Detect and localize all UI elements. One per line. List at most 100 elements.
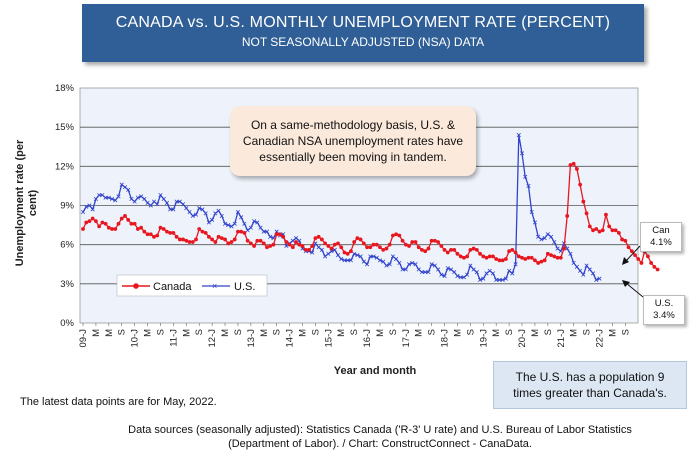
data-point [177, 237, 182, 242]
data-point [407, 244, 411, 248]
data-point [261, 241, 266, 246]
data-point [378, 245, 382, 250]
data-point [258, 238, 263, 243]
x-tick-label: S [349, 329, 360, 335]
data-point [565, 214, 570, 218]
data-point [542, 236, 547, 241]
data-point [487, 254, 492, 259]
data-point [497, 277, 502, 282]
data-point [106, 195, 111, 200]
data-point [194, 237, 198, 242]
data-point [255, 220, 260, 225]
data-point [252, 244, 256, 248]
population-note: The U.S. has a population 9 times greate… [493, 361, 687, 409]
data-point [203, 231, 208, 235]
data-point [365, 245, 369, 250]
data-point [155, 233, 160, 238]
data-point [410, 260, 415, 266]
data-point [562, 246, 566, 251]
data-point [497, 258, 502, 263]
data-point [481, 254, 486, 259]
data-point [623, 238, 628, 243]
data-point [313, 236, 318, 241]
x-tick-label: 15-J [323, 329, 334, 348]
data-point [361, 259, 366, 264]
data-point [400, 267, 405, 272]
data-point [384, 246, 389, 251]
data-point [271, 242, 276, 247]
data-point [519, 151, 525, 156]
data-point [326, 244, 331, 248]
data-point [584, 263, 589, 268]
data-point [507, 268, 512, 273]
data-point [274, 232, 279, 237]
data-point [197, 227, 202, 231]
x-tick-label: 09-J [78, 329, 89, 348]
data-point [491, 254, 495, 259]
data-point [323, 254, 328, 259]
data-point [594, 277, 599, 282]
data-point [374, 255, 379, 260]
data-point [200, 207, 205, 212]
data-point [210, 237, 215, 242]
data-point [239, 229, 244, 234]
data-point [235, 209, 241, 215]
data-point [151, 199, 157, 204]
data-point [190, 213, 195, 219]
data-point [297, 238, 302, 243]
x-tick-label: 21-J [556, 329, 567, 348]
title-banner: CANADA vs. U.S. MONTHLY UNEMPLOYMENT RAT… [82, 4, 644, 62]
data-point [184, 238, 189, 243]
data-point [584, 211, 589, 216]
data-point [426, 270, 431, 275]
data-point [284, 240, 289, 244]
data-point [416, 267, 421, 272]
data-point [168, 231, 173, 235]
data-point [303, 247, 308, 252]
data-point [600, 228, 605, 233]
data-point [84, 220, 89, 225]
data-point [558, 255, 563, 260]
data-point [652, 264, 657, 269]
data-point [513, 262, 518, 267]
data-point [494, 257, 499, 261]
y-tick-label: 9% [60, 201, 74, 212]
data-point [529, 209, 534, 215]
data-point [174, 199, 179, 204]
x-tick-label: S [465, 329, 476, 335]
data-point [287, 242, 292, 247]
data-point [484, 255, 489, 260]
data-point [597, 229, 602, 234]
source-line-1: Data sources (seasonally adjusted): Stat… [128, 424, 632, 436]
data-point [216, 234, 221, 239]
data-point [242, 221, 247, 226]
data-point [387, 262, 392, 267]
data-point [381, 259, 386, 264]
data-point [345, 258, 350, 263]
data-point [377, 258, 383, 263]
data-point [252, 219, 257, 224]
data-point [533, 258, 537, 263]
data-point [490, 271, 496, 276]
data-point [171, 231, 176, 235]
data-point [477, 277, 483, 282]
data-point [432, 263, 437, 268]
data-point [142, 196, 147, 202]
data-point [248, 225, 253, 230]
data-point [629, 249, 634, 254]
data-point [358, 254, 363, 259]
data-point [116, 221, 121, 226]
series-canada [81, 161, 660, 272]
data-point [81, 227, 85, 231]
data-point [349, 249, 353, 254]
data-point [145, 200, 150, 205]
data-point [471, 246, 476, 251]
data-point [339, 256, 344, 262]
data-point [113, 198, 118, 203]
x-tick-label: 20-J [517, 329, 528, 348]
x-tick-label: M [569, 329, 580, 337]
data-point [590, 271, 596, 276]
y-axis-label: Unemployment rate (per cent) [14, 139, 39, 267]
data-point [616, 231, 621, 235]
data-point [503, 257, 508, 261]
